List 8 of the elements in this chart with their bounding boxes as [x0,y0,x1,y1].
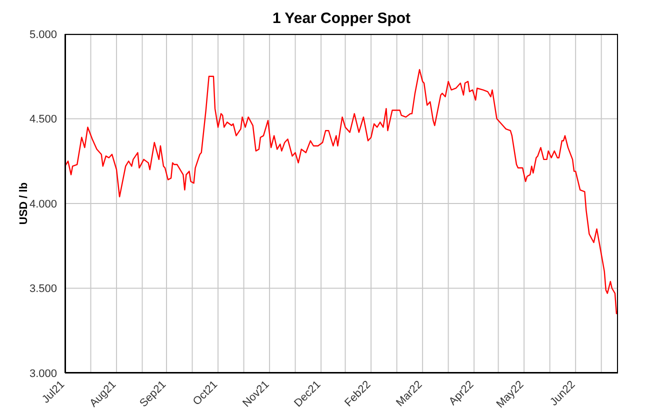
y-tick-label: 3.000 [29,368,57,380]
chart-title: 1 Year Copper Spot [271,10,412,27]
y-tick-label: 4.000 [29,198,57,210]
line-series [65,68,618,314]
y-tick-label: 5.000 [29,28,57,41]
y-axis-title: USD / lb [18,182,30,225]
y-tick-label: 4.500 [29,114,57,126]
y-tick-label: 3.500 [29,283,57,296]
